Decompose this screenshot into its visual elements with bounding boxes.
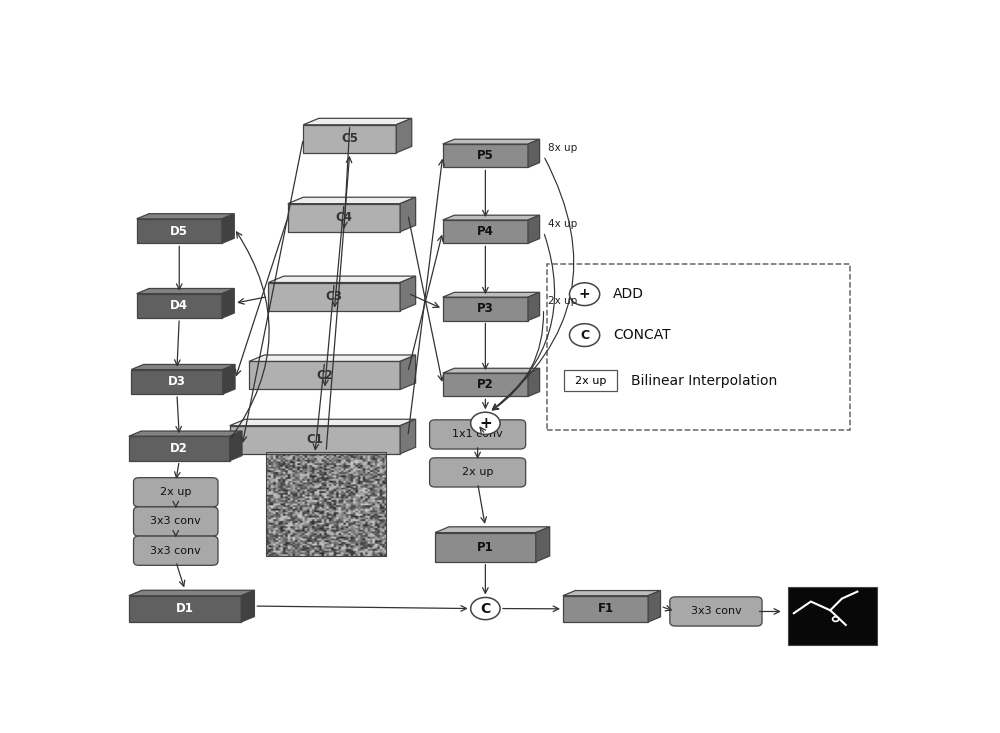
Text: +: + xyxy=(479,416,492,431)
Polygon shape xyxy=(288,197,416,204)
Text: P3: P3 xyxy=(477,302,494,315)
Polygon shape xyxy=(435,527,550,533)
Polygon shape xyxy=(528,368,540,397)
Text: D2: D2 xyxy=(170,442,188,455)
Polygon shape xyxy=(137,214,234,219)
Text: 3x3 conv: 3x3 conv xyxy=(150,517,201,526)
Polygon shape xyxy=(396,118,412,152)
Polygon shape xyxy=(222,214,234,243)
Polygon shape xyxy=(648,591,661,622)
Polygon shape xyxy=(443,368,540,373)
Polygon shape xyxy=(137,219,222,243)
FancyBboxPatch shape xyxy=(430,420,526,449)
Text: D1: D1 xyxy=(176,603,194,615)
Polygon shape xyxy=(400,419,416,454)
Text: P1: P1 xyxy=(477,541,494,553)
Text: C: C xyxy=(580,328,589,342)
Polygon shape xyxy=(443,144,528,167)
Text: 8x up: 8x up xyxy=(548,144,577,153)
Text: P5: P5 xyxy=(477,150,494,162)
Polygon shape xyxy=(443,373,528,397)
Polygon shape xyxy=(249,361,400,389)
Polygon shape xyxy=(528,216,540,243)
Text: 4x up: 4x up xyxy=(548,219,577,229)
FancyBboxPatch shape xyxy=(134,507,218,536)
Polygon shape xyxy=(230,426,400,454)
Circle shape xyxy=(569,324,600,347)
FancyBboxPatch shape xyxy=(134,478,218,507)
Polygon shape xyxy=(241,590,254,622)
Polygon shape xyxy=(563,596,648,622)
Text: 3x3 conv: 3x3 conv xyxy=(691,606,741,616)
Polygon shape xyxy=(303,125,396,152)
Text: C2: C2 xyxy=(316,369,333,382)
Text: C3: C3 xyxy=(326,290,343,303)
Polygon shape xyxy=(129,596,241,622)
FancyBboxPatch shape xyxy=(670,597,762,626)
Polygon shape xyxy=(528,139,540,167)
Text: D4: D4 xyxy=(170,299,188,312)
Text: 2x up: 2x up xyxy=(575,376,606,386)
Text: 1x1 conv: 1x1 conv xyxy=(452,430,503,440)
Polygon shape xyxy=(443,220,528,243)
Bar xyxy=(266,452,386,556)
Text: Bilinear Interpolation: Bilinear Interpolation xyxy=(631,374,777,388)
FancyBboxPatch shape xyxy=(547,264,850,430)
FancyBboxPatch shape xyxy=(430,458,526,487)
Polygon shape xyxy=(443,292,540,297)
Polygon shape xyxy=(131,369,223,394)
Circle shape xyxy=(471,597,500,619)
Polygon shape xyxy=(400,276,416,311)
FancyBboxPatch shape xyxy=(564,370,617,391)
Polygon shape xyxy=(222,289,234,318)
Polygon shape xyxy=(249,355,416,361)
Text: 2x up: 2x up xyxy=(548,296,577,306)
Polygon shape xyxy=(303,118,412,125)
Text: 2x up: 2x up xyxy=(462,468,493,477)
Polygon shape xyxy=(137,294,222,318)
Polygon shape xyxy=(230,431,242,461)
Polygon shape xyxy=(443,216,540,220)
Polygon shape xyxy=(230,419,416,426)
Text: ADD: ADD xyxy=(613,287,644,301)
Polygon shape xyxy=(268,282,400,311)
Text: C4: C4 xyxy=(335,211,352,224)
Polygon shape xyxy=(536,527,550,561)
Polygon shape xyxy=(131,364,235,369)
Polygon shape xyxy=(443,139,540,144)
Text: C1: C1 xyxy=(306,433,323,446)
Text: +: + xyxy=(579,287,590,301)
Polygon shape xyxy=(223,364,235,394)
Polygon shape xyxy=(443,297,528,320)
Text: P2: P2 xyxy=(477,378,494,391)
Text: F1: F1 xyxy=(597,603,614,615)
Polygon shape xyxy=(400,355,416,389)
Text: C: C xyxy=(480,602,490,616)
Polygon shape xyxy=(400,197,416,232)
Text: 2x up: 2x up xyxy=(160,487,191,497)
Text: 3x3 conv: 3x3 conv xyxy=(150,545,201,556)
Circle shape xyxy=(471,412,500,435)
Circle shape xyxy=(569,283,600,306)
Polygon shape xyxy=(288,204,400,232)
Polygon shape xyxy=(129,431,242,436)
Polygon shape xyxy=(129,590,254,596)
Polygon shape xyxy=(137,289,234,294)
Polygon shape xyxy=(129,436,230,461)
Polygon shape xyxy=(435,533,536,561)
Polygon shape xyxy=(563,591,661,596)
Text: C5: C5 xyxy=(341,132,358,145)
Text: D5: D5 xyxy=(170,224,188,237)
Polygon shape xyxy=(528,292,540,320)
Text: P4: P4 xyxy=(477,225,494,238)
Polygon shape xyxy=(268,276,416,282)
Text: CONCAT: CONCAT xyxy=(613,328,671,342)
Text: D3: D3 xyxy=(168,375,186,388)
Bar xyxy=(788,587,877,645)
FancyBboxPatch shape xyxy=(134,536,218,565)
